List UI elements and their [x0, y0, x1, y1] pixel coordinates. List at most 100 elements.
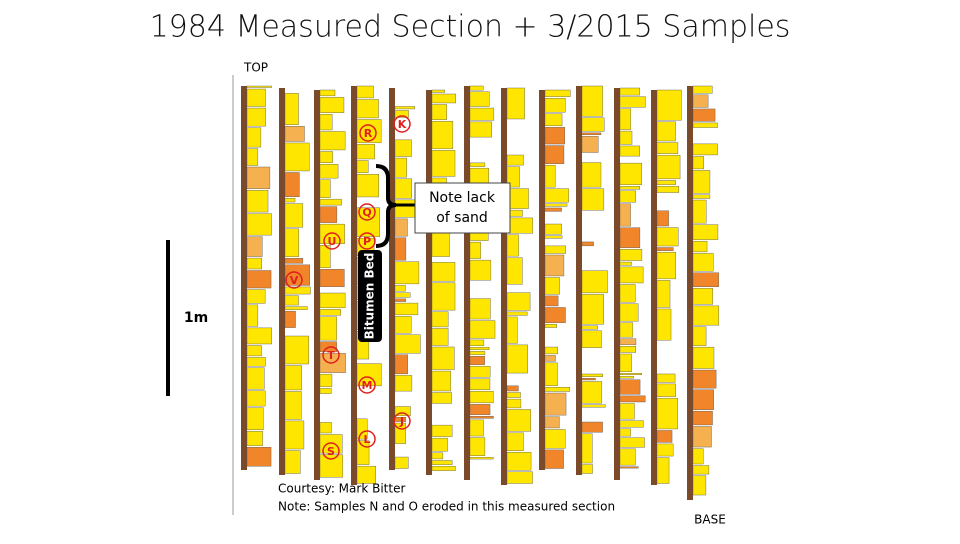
bed	[284, 258, 304, 264]
mudstone-strip	[314, 90, 320, 480]
bed	[692, 108, 716, 122]
bed	[246, 270, 272, 289]
bed	[394, 417, 407, 422]
bed	[656, 443, 674, 457]
bed	[394, 422, 406, 444]
bed	[431, 346, 455, 370]
bed	[319, 198, 342, 206]
bed	[506, 234, 519, 257]
bed	[431, 150, 456, 177]
bed	[544, 223, 562, 235]
bed	[506, 311, 528, 316]
bed	[506, 344, 528, 374]
bed	[692, 240, 708, 253]
bed	[394, 157, 407, 178]
bed	[431, 452, 444, 460]
mudstone-strip	[576, 86, 582, 475]
bed	[506, 257, 523, 285]
bed	[619, 190, 637, 203]
bed	[544, 188, 569, 203]
bed	[692, 448, 704, 465]
bed	[619, 303, 639, 322]
bed	[581, 294, 604, 325]
mudstone-strip	[539, 90, 545, 470]
bed	[619, 284, 636, 303]
bed	[619, 108, 632, 130]
bed	[506, 432, 524, 451]
bed	[581, 136, 599, 153]
bed	[319, 373, 333, 388]
bed	[619, 96, 646, 108]
bed	[319, 114, 333, 131]
bed	[246, 166, 271, 189]
sample-label: M	[362, 379, 373, 392]
bed	[692, 85, 713, 94]
bed	[319, 292, 346, 309]
bed	[394, 106, 416, 110]
bed	[246, 390, 266, 407]
bed	[544, 323, 557, 328]
bed	[284, 310, 296, 328]
bed	[544, 362, 558, 386]
bed	[431, 230, 450, 257]
sample-marker	[285, 271, 303, 289]
bed	[619, 162, 642, 186]
bed	[544, 89, 571, 97]
sample-label: R	[364, 127, 373, 140]
bed	[246, 367, 265, 390]
bed	[356, 144, 375, 160]
bed	[284, 335, 309, 365]
mudstone-strip	[687, 86, 693, 500]
bed	[319, 223, 345, 244]
sample-marker	[393, 412, 411, 430]
bed	[319, 206, 338, 223]
bed	[246, 107, 266, 127]
bed	[284, 295, 299, 306]
bed	[469, 241, 481, 259]
bed	[581, 433, 593, 464]
sample-marker	[358, 232, 376, 250]
bed	[394, 110, 409, 118]
sample-label: V	[290, 274, 299, 287]
bed	[692, 475, 707, 496]
bed	[619, 379, 641, 395]
bed	[581, 270, 608, 294]
callout-text: of sand	[436, 210, 488, 226]
bed	[394, 292, 411, 298]
bed	[619, 145, 640, 157]
bed	[319, 179, 331, 198]
bed	[431, 282, 456, 311]
sample-label: P	[363, 235, 371, 248]
bed	[431, 93, 456, 104]
bed	[692, 170, 711, 194]
bed	[431, 89, 445, 93]
bed	[656, 210, 669, 227]
bed	[319, 454, 344, 478]
bed	[581, 464, 593, 474]
bed	[544, 295, 559, 307]
bed	[619, 373, 642, 375]
section-columns	[241, 85, 720, 500]
bed	[319, 269, 345, 287]
bed	[692, 410, 713, 426]
bed	[544, 203, 568, 207]
bed	[692, 389, 714, 410]
bed	[619, 353, 632, 372]
bed	[394, 178, 412, 199]
mudstone-strip	[351, 86, 357, 485]
bed	[544, 449, 564, 469]
bed	[469, 378, 491, 390]
bed	[319, 309, 341, 316]
bed	[692, 369, 717, 389]
bed	[246, 345, 262, 357]
bed	[656, 397, 678, 430]
bed	[619, 130, 633, 145]
bed	[619, 266, 644, 284]
bed	[246, 85, 272, 88]
bed	[692, 272, 719, 287]
bed	[544, 277, 560, 295]
bed	[506, 452, 532, 471]
bed	[619, 322, 634, 338]
samples: K R Q P U V T M S L J	[285, 115, 411, 460]
bed	[619, 395, 646, 403]
